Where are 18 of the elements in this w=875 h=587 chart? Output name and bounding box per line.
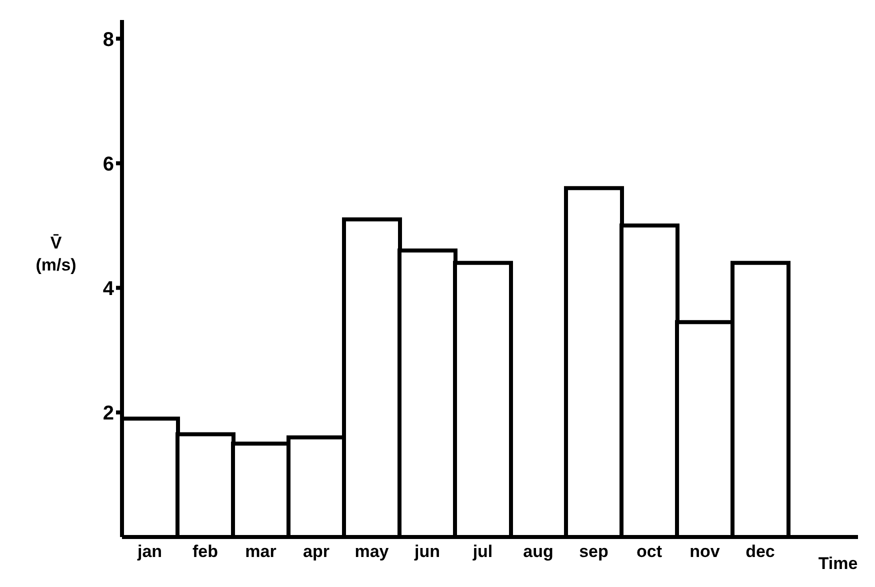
x-axis-title: Time xyxy=(818,554,858,573)
y-tick-label: 8 xyxy=(102,28,114,51)
x-tick-label: aug xyxy=(523,542,554,562)
y-tick-label: 2 xyxy=(102,402,114,425)
x-tick-label: feb xyxy=(192,542,218,562)
x-tick-label: apr xyxy=(303,542,330,562)
x-tick-label: may xyxy=(354,542,390,562)
y-axis-title: V̄ (m/s) xyxy=(36,234,76,274)
x-tick-label: jun xyxy=(414,542,440,562)
x-tick-label: dec xyxy=(746,542,775,562)
x-tick-label: oct xyxy=(636,542,662,562)
y-tick-label: 6 xyxy=(102,153,114,176)
x-tick-label: mar xyxy=(245,542,277,562)
x-tick-label: sep xyxy=(579,542,608,562)
y-tick-label: 4 xyxy=(102,278,115,300)
x-tick-label: jul xyxy=(472,542,493,562)
x-tick-label: jan xyxy=(136,542,162,562)
x-tick-label: nov xyxy=(690,542,720,562)
